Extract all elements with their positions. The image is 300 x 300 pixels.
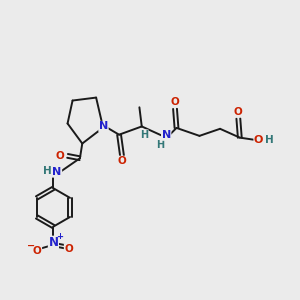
Text: H: H	[140, 130, 148, 140]
Text: H: H	[157, 140, 165, 150]
Text: N: N	[99, 122, 108, 131]
Text: −: −	[27, 241, 35, 251]
Text: O: O	[56, 151, 64, 161]
Text: +: +	[56, 232, 63, 241]
Text: N: N	[52, 167, 62, 177]
Text: N: N	[162, 130, 171, 140]
Text: O: O	[234, 107, 243, 117]
Text: H: H	[266, 135, 274, 145]
Text: H: H	[43, 167, 51, 176]
Text: O: O	[254, 135, 263, 145]
Text: O: O	[64, 244, 73, 254]
Text: O: O	[171, 97, 179, 107]
Text: O: O	[33, 246, 42, 256]
Text: O: O	[118, 156, 126, 166]
Text: N: N	[48, 236, 59, 249]
